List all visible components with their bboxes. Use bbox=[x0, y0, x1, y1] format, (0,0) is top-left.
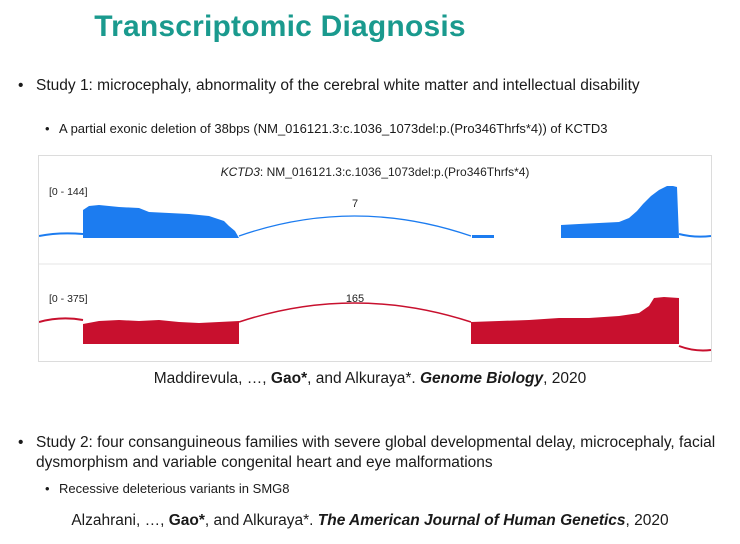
study2-subbullet: • Recessive deleterious variants in SMG8 bbox=[45, 481, 290, 497]
patient-small-exon-coverage bbox=[472, 235, 494, 238]
citation-2: Alzahrani, …, Gao*, and Alkuraya*. The A… bbox=[0, 512, 740, 530]
citation1-journal: Genome Biology bbox=[419, 370, 544, 387]
study2-text: Study 2: four consanguineous families wi… bbox=[36, 434, 716, 471]
citation1-authors-pre: Maddirevula, …, bbox=[153, 370, 271, 387]
control-right-junction-arc bbox=[678, 345, 711, 352]
study1-subtext: A partial exonic deletion of 38bps (NM_0… bbox=[59, 121, 608, 136]
bullet-dot: • bbox=[18, 434, 24, 451]
study2-bullet: • Study 2: four consanguineous families … bbox=[18, 433, 733, 473]
control-coverage-track bbox=[39, 297, 711, 352]
control-exon-right-coverage bbox=[471, 297, 679, 344]
patient-right-junction-arc bbox=[678, 233, 711, 238]
sashimi-tracks bbox=[39, 186, 711, 352]
study1-bullet: • Study 1: microcephaly, abnormality of … bbox=[18, 76, 708, 96]
variant-label: : NM_016121.3:c.1036_1073del:p.(Pro346Th… bbox=[259, 165, 530, 179]
control-skipped-junction-arc bbox=[238, 302, 472, 323]
track2-junction-count: 165 bbox=[345, 293, 365, 305]
patient-coverage-track bbox=[39, 186, 711, 238]
citation1-author-bold: Gao* bbox=[270, 370, 308, 387]
sub-bullet-dot: • bbox=[45, 481, 50, 496]
patient-left-junction-arc bbox=[39, 232, 84, 237]
gene-name: KCTD3 bbox=[220, 165, 260, 179]
sashimi-plot-figure: KCTD3: NM_016121.3:c.1036_1073del:p.(Pro… bbox=[38, 155, 712, 362]
patient-exon-right-coverage bbox=[561, 186, 679, 238]
track2-range-label: [0 - 375] bbox=[49, 293, 88, 305]
bullet-dot: • bbox=[18, 77, 24, 94]
study1-subbullet: • A partial exonic deletion of 38bps (NM_… bbox=[45, 121, 608, 137]
citation-1: Maddirevula, …, Gao*, and Alkuraya*. Gen… bbox=[0, 370, 740, 388]
patient-skipped-junction-arc bbox=[238, 215, 472, 237]
study1-text: Study 1: microcephaly, abnormality of th… bbox=[36, 77, 640, 94]
citation2-year: , 2020 bbox=[625, 512, 669, 529]
figure-title: KCTD3: NM_016121.3:c.1036_1073del:p.(Pro… bbox=[39, 165, 711, 179]
citation2-journal: The American Journal of Human Genetics bbox=[317, 512, 626, 529]
track1-range-label: [0 - 144] bbox=[49, 186, 88, 198]
citation2-authors-post: , and Alkuraya*. bbox=[204, 512, 318, 529]
track1-junction-count: 7 bbox=[351, 198, 359, 210]
control-left-junction-arc bbox=[39, 317, 84, 323]
slide-title: Transcriptomic Diagnosis bbox=[94, 10, 466, 43]
citation1-authors-post: , and Alkuraya*. bbox=[307, 370, 420, 387]
sub-bullet-dot: • bbox=[45, 121, 50, 136]
control-exon-left-coverage bbox=[83, 320, 239, 344]
citation2-authors-pre: Alzahrani, …, bbox=[71, 512, 169, 529]
study2-subtext: Recessive deleterious variants in SMG8 bbox=[59, 481, 290, 496]
citation2-author-bold: Gao* bbox=[168, 512, 205, 529]
citation1-year: , 2020 bbox=[543, 370, 587, 387]
patient-exon-left-coverage bbox=[83, 205, 239, 238]
